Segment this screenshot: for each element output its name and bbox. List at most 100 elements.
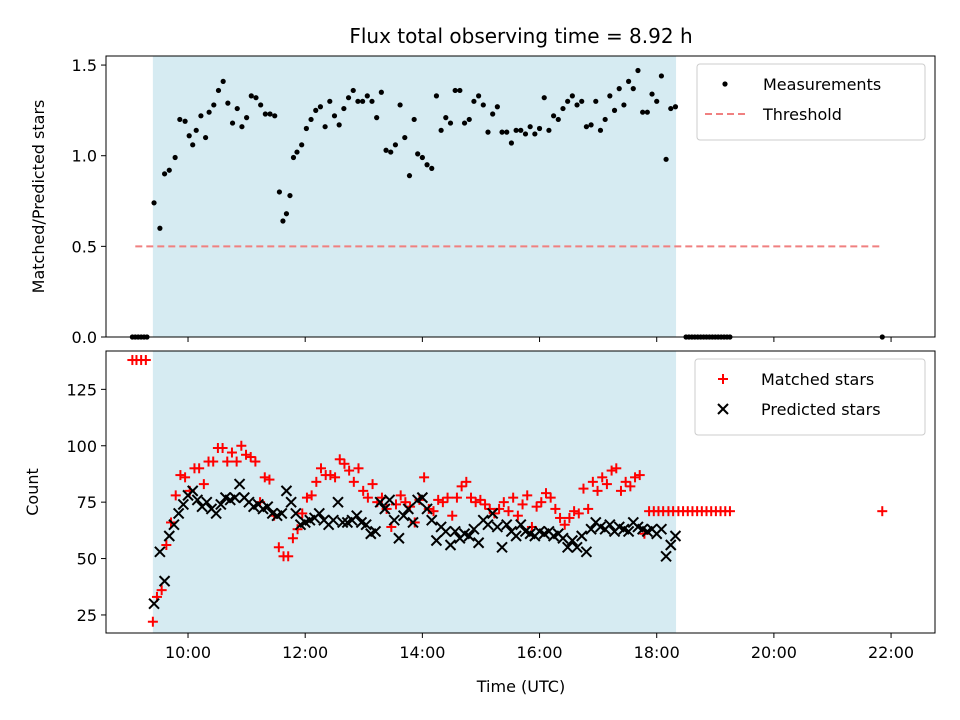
measurement-point <box>383 147 389 153</box>
measurement-point <box>602 116 608 123</box>
matched-star-point <box>606 465 617 476</box>
matched-star-point <box>273 542 284 553</box>
measurement-point <box>283 211 290 217</box>
measurement-point <box>397 102 403 108</box>
measurement-point <box>378 89 384 95</box>
ratio-panel-marks <box>129 67 885 340</box>
measurement-point <box>649 91 655 97</box>
matched-star-point <box>545 492 556 503</box>
matched-star-point <box>456 481 467 492</box>
measurement-point <box>443 115 449 121</box>
legend-marker <box>717 403 729 415</box>
matched-star-point <box>147 616 158 627</box>
measurement-point <box>276 189 283 195</box>
measurement-point <box>490 111 496 117</box>
predicted-star-point <box>463 530 475 542</box>
matched-star-point <box>236 440 247 451</box>
matched-star-point <box>877 506 888 517</box>
y-tick-label: 1.5 <box>72 56 97 75</box>
measurement-point <box>668 105 674 112</box>
matched-star-point <box>522 490 533 501</box>
matched-star-point <box>419 472 430 483</box>
measurement-point <box>424 162 430 168</box>
measurement-point <box>206 109 212 115</box>
measurement-point <box>157 225 163 231</box>
chart-title: Flux total observing time = 8.92 h <box>349 24 692 48</box>
predicted-star-point <box>496 541 508 553</box>
measurement-point <box>569 93 575 99</box>
matched-star-point <box>461 476 472 487</box>
measurement-point <box>429 165 435 171</box>
measurement-point <box>466 116 472 123</box>
predicted-star-point <box>440 525 452 538</box>
predicted-star-point <box>501 519 513 531</box>
matched-star-point <box>550 503 561 514</box>
measurement-point <box>193 127 199 133</box>
measurement-point <box>317 104 324 110</box>
predicted-star-point <box>276 507 288 520</box>
predicted-star-point <box>444 539 457 551</box>
measurement-point <box>186 133 192 139</box>
x-tick-label: 18:00 <box>634 643 680 662</box>
measurement-point <box>172 154 178 161</box>
measurement-point <box>345 95 352 101</box>
measurement-point <box>248 93 254 99</box>
matched-star-point <box>555 512 566 523</box>
measurement-point <box>471 98 477 104</box>
matched-star-point <box>231 456 242 467</box>
predicted-star-point <box>510 530 522 542</box>
measurement-point <box>336 122 342 128</box>
measurement-point <box>513 127 519 133</box>
measurement-point <box>654 98 660 104</box>
matched-star-point <box>330 472 341 483</box>
y-tick-label: 125 <box>66 380 97 399</box>
measurement-point <box>663 156 669 162</box>
measurement-point <box>198 113 204 119</box>
measurement-point <box>177 116 183 123</box>
measurement-point <box>593 98 599 104</box>
predicted-star-point <box>571 541 583 553</box>
count-panel-shade <box>152 351 677 633</box>
predicted-star-point <box>468 523 480 535</box>
predicted-star-point <box>154 546 166 558</box>
matched-star-point <box>484 503 495 514</box>
measurement-point <box>508 140 515 146</box>
matched-star-point <box>353 463 364 474</box>
matched-star-point <box>367 479 378 490</box>
measurement-point <box>541 95 547 101</box>
measurement-point <box>504 129 510 135</box>
measurement-point <box>299 142 305 148</box>
predicted-star-point <box>407 516 419 529</box>
measurement-point <box>267 111 273 117</box>
matched-star-point <box>362 492 373 503</box>
measurement-point <box>518 127 524 133</box>
matched-star-point <box>348 476 359 487</box>
measurement-point <box>190 142 196 148</box>
measurement-point <box>239 124 245 130</box>
measurement-point <box>644 109 650 115</box>
measurement-point <box>494 104 500 110</box>
measurement-point <box>287 192 293 199</box>
matched-star-point <box>442 492 453 503</box>
measurement-point <box>360 98 366 104</box>
matched-star-point <box>217 443 228 454</box>
matched-star-point <box>175 470 186 481</box>
predicted-star-point <box>482 519 494 531</box>
matched-star-point <box>611 463 622 474</box>
matched-star-point <box>180 472 191 483</box>
x-tick-label: 22:00 <box>868 643 914 662</box>
x-axis-label: Time (UTC) <box>476 677 565 696</box>
measurement-point <box>579 98 585 104</box>
ratio-panel-shade <box>152 56 677 337</box>
matched-star-point <box>536 497 547 508</box>
matched-star-point <box>316 463 327 474</box>
measurement-point <box>327 98 333 104</box>
legend-label: Predicted stars <box>761 400 881 419</box>
predicted-star-point <box>336 516 349 529</box>
predicted-star-point <box>177 498 190 511</box>
measurement-point <box>499 129 505 135</box>
measurement-point <box>560 105 566 112</box>
matched-star-point <box>156 585 167 596</box>
measurement-point <box>341 105 347 112</box>
predicted-star-point <box>148 597 160 610</box>
